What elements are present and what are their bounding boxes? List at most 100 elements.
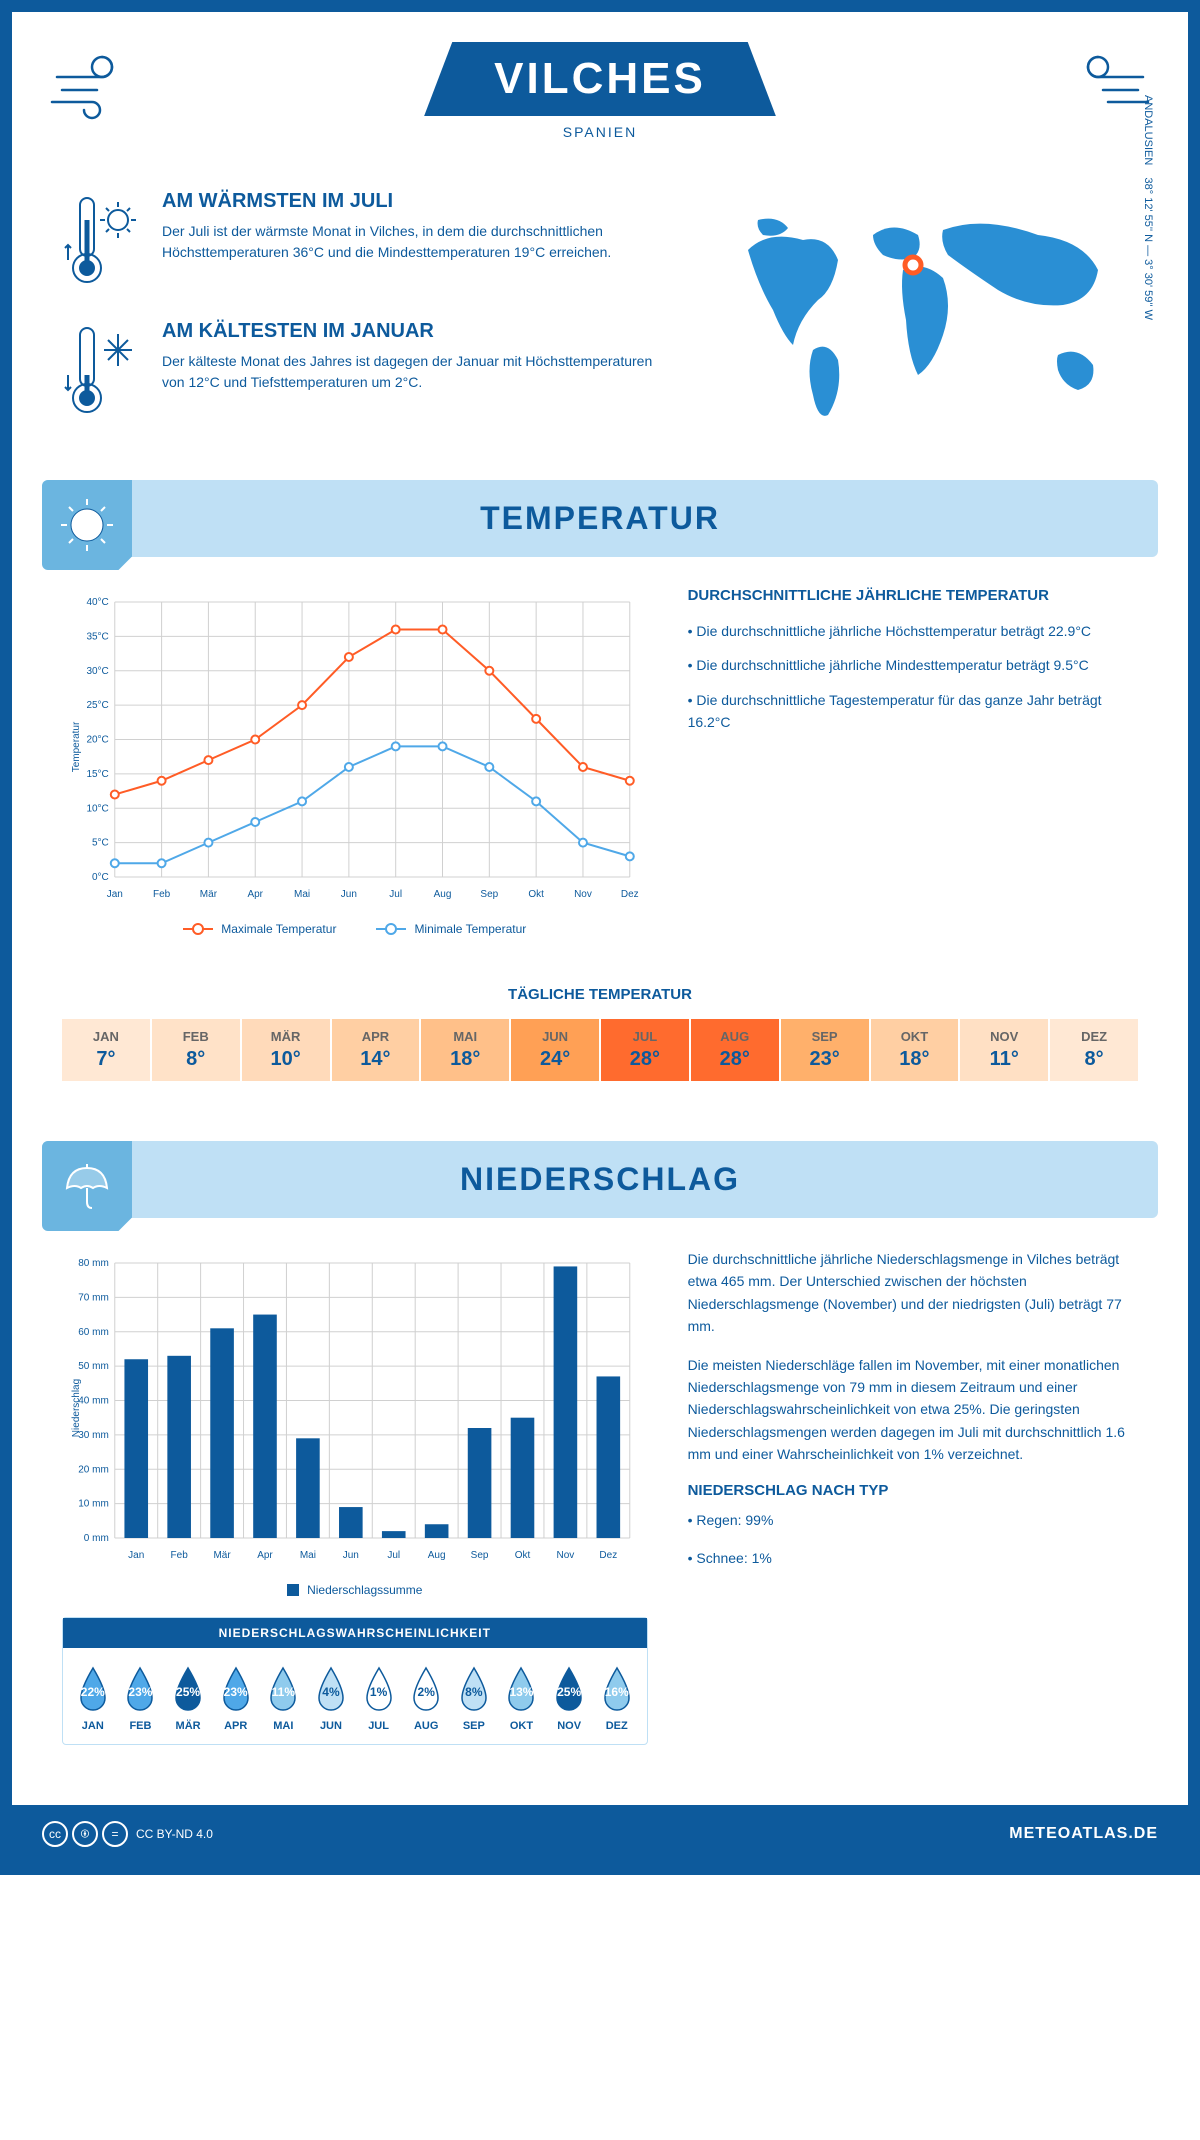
svg-text:60 mm: 60 mm <box>78 1327 109 1338</box>
svg-text:30 mm: 30 mm <box>78 1430 109 1441</box>
location-marker <box>905 257 921 273</box>
svg-text:Dez: Dez <box>599 1550 617 1561</box>
temperature-legend: .legend-item:nth-child(1) .legend-line::… <box>62 922 648 936</box>
warmest-text: AM WÄRMSTEN IM JULI Der Juli ist der wär… <box>162 190 678 290</box>
svg-text:50 mm: 50 mm <box>78 1361 109 1372</box>
svg-text:0°C: 0°C <box>92 872 109 883</box>
svg-text:25°C: 25°C <box>86 700 108 711</box>
svg-text:Mär: Mär <box>200 889 218 900</box>
probability-cell: 2%AUG <box>404 1664 448 1732</box>
svg-text:20 mm: 20 mm <box>78 1464 109 1475</box>
probability-cell: 1%JUL <box>357 1664 401 1732</box>
title-banner: VILCHES <box>424 42 776 116</box>
warmest-body: Der Juli ist der wärmste Monat in Vilche… <box>162 221 678 263</box>
daily-temp-cell: SEP23° <box>781 1019 869 1081</box>
probability-cell: 4%JUN <box>309 1664 353 1732</box>
nd-icon: = <box>102 1821 128 1847</box>
thermometer-hot-icon <box>62 190 142 290</box>
warmest-title: AM WÄRMSTEN IM JULI <box>162 190 678 213</box>
site-name: METEOATLAS.DE <box>1009 1825 1158 1843</box>
svg-text:0 mm: 0 mm <box>84 1533 109 1544</box>
temp-info-title: DURCHSCHNITTLICHE JÄHRLICHE TEMPERATUR <box>688 587 1138 604</box>
subtitle: SPANIEN <box>12 124 1188 140</box>
footer: cc 🅯 = CC BY-ND 4.0 METEOATLAS.DE <box>12 1805 1188 1863</box>
daily-temp-cell: MÄR10° <box>242 1019 330 1081</box>
svg-text:15°C: 15°C <box>86 769 108 780</box>
warmest-block: AM WÄRMSTEN IM JULI Der Juli ist der wär… <box>62 190 678 290</box>
precip-bytype-p1: • Regen: 99% <box>688 1509 1138 1531</box>
by-icon: 🅯 <box>72 1821 98 1847</box>
daily-temp-cell: DEZ8° <box>1050 1019 1138 1081</box>
coldest-body: Der kälteste Monat des Jahres ist dagege… <box>162 351 678 393</box>
coordinates: ANDALUSIEN 38° 12' 55'' N — 3° 30' 59'' … <box>1142 95 1154 320</box>
cc-icons: cc 🅯 = <box>42 1821 128 1847</box>
daily-temp-cell: AUG28° <box>691 1019 779 1081</box>
map-svg <box>718 190 1138 440</box>
daily-temp-cell: FEB8° <box>152 1019 240 1081</box>
legend-min: .legend-item:nth-child(2) .legend-line::… <box>376 922 526 936</box>
svg-text:Jul: Jul <box>387 1550 400 1561</box>
svg-text:5°C: 5°C <box>92 838 109 849</box>
precip-info: Die durchschnittliche jährliche Niedersc… <box>688 1248 1138 1745</box>
legend-max: .legend-item:nth-child(1) .legend-line::… <box>183 922 336 936</box>
svg-text:70 mm: 70 mm <box>78 1292 109 1303</box>
intro-left: AM WÄRMSTEN IM JULI Der Juli ist der wär… <box>62 190 678 450</box>
svg-text:Jan: Jan <box>107 889 123 900</box>
daily-temp-cell: JUL28° <box>601 1019 689 1081</box>
daily-temp-cell: JUN24° <box>511 1019 599 1081</box>
daily-temp-cell: MAI18° <box>421 1019 509 1081</box>
temp-info-p3: • Die durchschnittliche Tagestemperatur … <box>688 689 1138 734</box>
precip-text2: Die meisten Niederschläge fallen im Nove… <box>688 1354 1138 1466</box>
coldest-block: AM KÄLTESTEN IM JANUAR Der kälteste Mona… <box>62 320 678 420</box>
svg-text:Okt: Okt <box>515 1550 531 1561</box>
world-map: ANDALUSIEN 38° 12' 55'' N — 3° 30' 59'' … <box>718 190 1138 450</box>
temperature-section: 0°C5°C10°C15°C20°C25°C30°C35°C40°CJanFeb… <box>12 557 1188 966</box>
precip-bytype-p2: • Schnee: 1% <box>688 1547 1138 1569</box>
precip-chart: 0 mm10 mm20 mm30 mm40 mm50 mm60 mm70 mm8… <box>62 1248 648 1568</box>
precip-title: NIEDERSCHLAG <box>42 1161 1158 1198</box>
svg-text:Dez: Dez <box>621 889 639 900</box>
probability-cell: 22%JAN <box>71 1664 115 1732</box>
svg-text:35°C: 35°C <box>86 631 108 642</box>
temperature-info: DURCHSCHNITTLICHE JÄHRLICHE TEMPERATUR •… <box>688 587 1138 936</box>
svg-text:Jun: Jun <box>343 1550 359 1561</box>
svg-text:Mär: Mär <box>213 1550 231 1561</box>
svg-text:30°C: 30°C <box>86 666 108 677</box>
svg-text:Aug: Aug <box>428 1550 446 1561</box>
daily-temp-cell: JAN7° <box>62 1019 150 1081</box>
precip-legend: Niederschlagssumme <box>62 1583 648 1597</box>
svg-text:40 mm: 40 mm <box>78 1396 109 1407</box>
svg-text:20°C: 20°C <box>86 735 108 746</box>
svg-text:Sep: Sep <box>480 889 498 900</box>
daily-temp-cell: NOV11° <box>960 1019 1048 1081</box>
sun-icon <box>42 480 132 570</box>
header: VILCHES SPANIEN <box>12 12 1188 160</box>
probability-cell: 13%OKT <box>500 1664 544 1732</box>
temperature-title: TEMPERATUR <box>42 500 1158 537</box>
svg-text:Nov: Nov <box>557 1550 575 1561</box>
svg-text:40°C: 40°C <box>86 597 108 608</box>
temp-info-p2: • Die durchschnittliche jährliche Mindes… <box>688 654 1138 676</box>
umbrella-icon <box>42 1141 132 1231</box>
cc-icon: cc <box>42 1821 68 1847</box>
coldest-text: AM KÄLTESTEN IM JANUAR Der kälteste Mona… <box>162 320 678 420</box>
temperature-header: TEMPERATUR <box>42 480 1158 557</box>
svg-text:Jan: Jan <box>128 1550 144 1561</box>
daily-temperature: TÄGLICHE TEMPERATUR JAN7°FEB8°MÄR10°APR1… <box>12 966 1188 1101</box>
svg-text:10 mm: 10 mm <box>78 1499 109 1510</box>
precip-bytype-title: NIEDERSCHLAG NACH TYP <box>688 1482 1138 1499</box>
svg-text:Apr: Apr <box>257 1550 273 1561</box>
probability-grid: 22%JAN23%FEB25%MÄR23%APR11%MAI4%JUN1%JUL… <box>63 1648 647 1744</box>
probability-cell: 8%SEP <box>452 1664 496 1732</box>
probability-cell: 23%FEB <box>119 1664 163 1732</box>
temperature-chart: 0°C5°C10°C15°C20°C25°C30°C35°C40°CJanFeb… <box>62 587 648 907</box>
thermometer-cold-icon <box>62 320 142 420</box>
svg-text:Sep: Sep <box>471 1550 489 1561</box>
temp-info-p1: • Die durchschnittliche jährliche Höchst… <box>688 620 1138 642</box>
svg-text:Temperatur: Temperatur <box>71 721 82 772</box>
probability-cell: 11%MAI <box>262 1664 306 1732</box>
coldest-title: AM KÄLTESTEN IM JANUAR <box>162 320 678 343</box>
svg-text:Feb: Feb <box>171 1550 189 1561</box>
precip-header: NIEDERSCHLAG <box>42 1141 1158 1218</box>
probability-cell: 16%DEZ <box>595 1664 639 1732</box>
